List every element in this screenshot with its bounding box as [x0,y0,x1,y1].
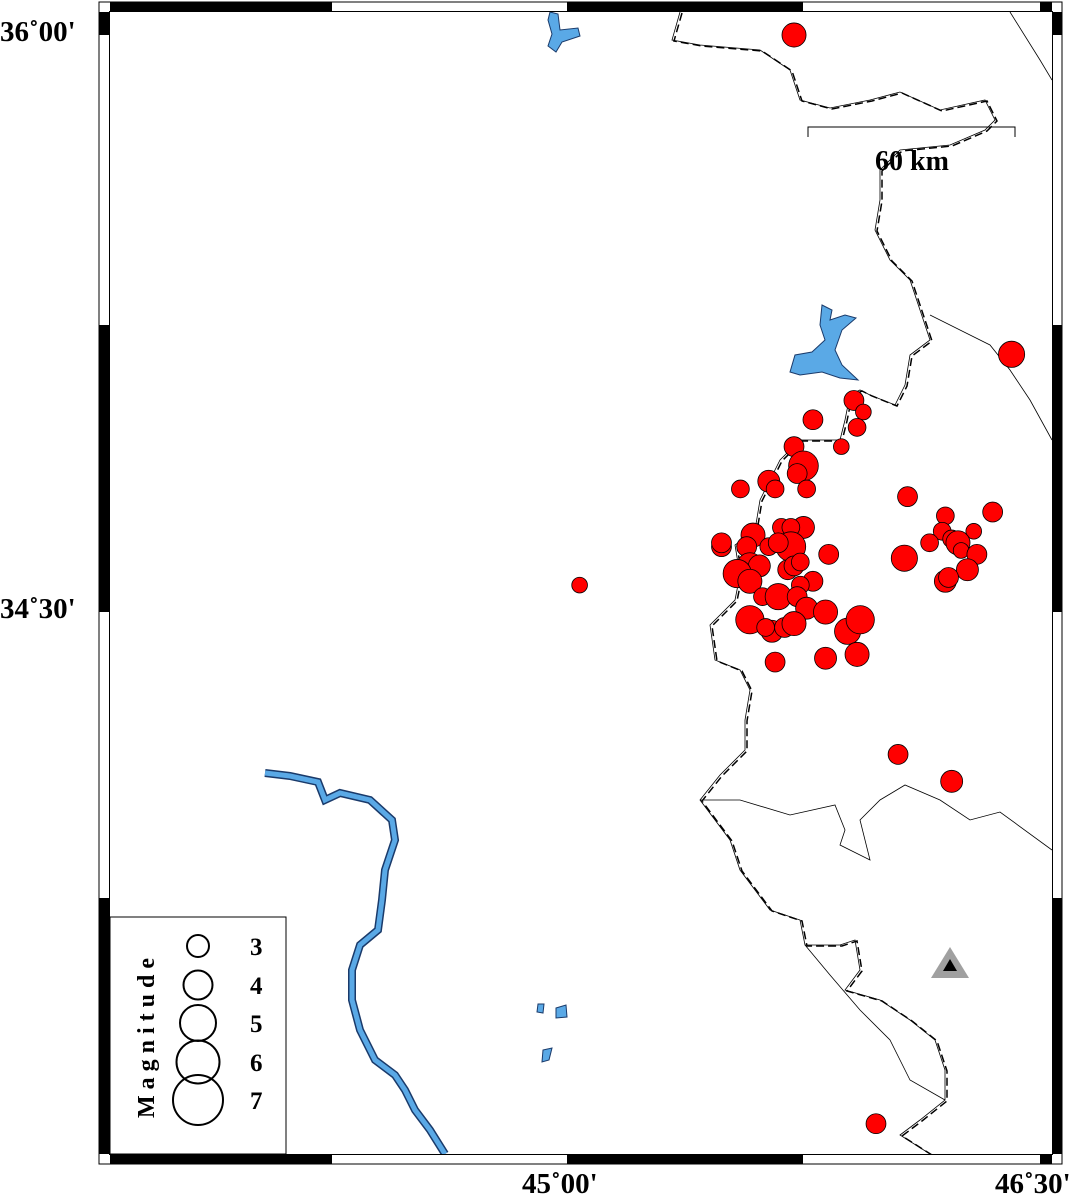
earthquake-event [865,1113,887,1135]
scale-bar [807,126,1016,137]
earthquake-event [731,479,750,499]
lon-label-45: 45˚00' [522,1168,598,1200]
earthquake-event [897,486,918,507]
earthquake-event [813,599,838,625]
legend-magnitude-label: 5 [250,1011,263,1038]
earthquake-event [965,523,982,540]
borders [671,12,1052,1154]
earthquake-event [797,479,816,499]
earthquake-event [711,532,732,554]
lake [536,1003,545,1014]
earthquake-event [847,418,867,437]
earthquake-event [845,605,875,635]
earthquake-event [936,506,955,526]
lake [541,1047,553,1063]
legend-magnitude-label: 3 [250,934,263,961]
legend-magnitude-label: 6 [250,1050,263,1077]
events-layer [571,22,1026,1135]
legend-circle [186,934,210,958]
magnitude-legend: Magnitude 3 4 5 6 7 [109,916,287,1155]
earthquake-event [855,403,872,421]
earthquake-event [833,438,850,455]
scale-bar-label: 60 km [875,146,949,177]
triangle-icon-inner [943,959,957,971]
earthquake-event [998,340,1026,368]
legend-circle [175,1039,221,1085]
earthquake-event [890,544,918,572]
earthquake-event [818,543,840,565]
earthquake-event [952,542,970,559]
map-frame [98,1,1063,1165]
earthquake-event [765,479,785,499]
earthquake-event [814,646,837,670]
earthquake-event [982,501,1004,523]
earthquake-event [756,618,775,637]
earthquake-event [802,409,824,431]
earthquake-event [956,558,979,582]
earthquake-event [791,552,810,572]
lake [547,12,581,53]
earthquake-event [781,22,807,48]
earthquake-event [920,533,939,553]
lon-label-46-30: 46˚30' [995,1168,1071,1200]
river [264,770,448,1154]
legend-title: Magnitude [134,952,160,1118]
earthquake-event [781,611,807,637]
earthquake-event [938,567,959,588]
earthquake-event [844,641,870,667]
earthquake-event [764,651,786,673]
base-layers [264,12,1052,1154]
lat-label-34-30: 34˚30' [0,593,76,625]
legend-circle [172,1074,224,1126]
legend-circle [182,969,214,1001]
legend-magnitude-label: 7 [250,1088,263,1115]
earthquake-event [571,576,588,594]
station-marker [931,947,969,978]
earthquake-event [940,769,964,793]
earthquake-event [887,744,909,765]
lake [555,1004,568,1019]
legend-magnitude-label: 4 [250,973,263,1000]
earthquake-event [767,532,789,554]
earthquake-event [737,568,763,594]
lake [789,304,860,381]
earthquake-event [786,463,808,484]
lat-label-36: 36˚00' [0,16,76,48]
